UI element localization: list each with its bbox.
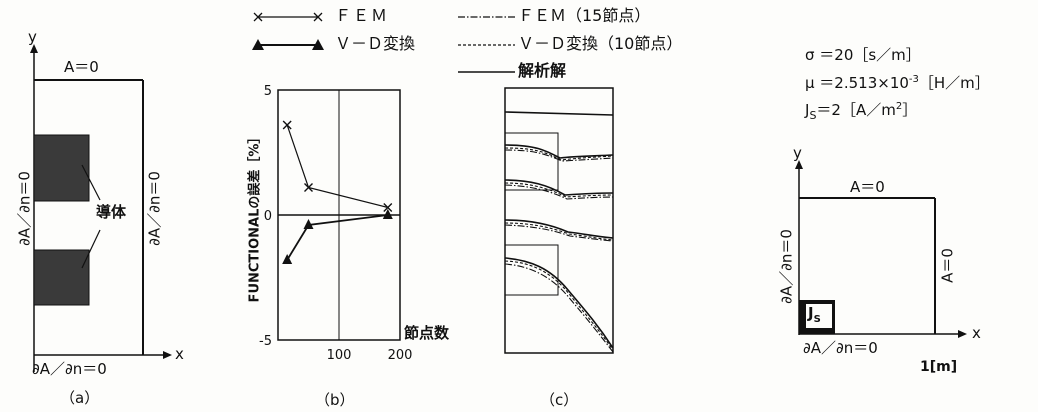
chart-point-vd — [303, 219, 314, 229]
chart-xtick-label: 200 — [388, 348, 413, 363]
param-js-J: J — [805, 101, 810, 119]
panel-c-caption: （c） — [540, 391, 579, 409]
conductor-leader-upper — [81, 164, 101, 201]
panel-d-x-label: x — [972, 324, 981, 342]
legend-vd-triangle-left — [252, 39, 264, 50]
panel-d-length-label: 1[m] — [920, 359, 958, 375]
legend-markers — [252, 12, 515, 73]
panel-a-top-bc: A＝0 — [64, 58, 99, 76]
panel-a-y-label: y — [28, 28, 37, 46]
panel-a-caption: （a） — [60, 389, 100, 407]
panel-a-diagram — [30, 44, 172, 372]
chart-xtick-label: 100 — [327, 348, 352, 363]
conductor-label: 導体 — [96, 203, 127, 221]
param-mu-exp: -3 — [908, 74, 919, 85]
panel-c-analytic-lines — [504, 111, 614, 349]
legend-analytic-label: 解析解 — [518, 61, 567, 80]
panel-a-x-label: x — [175, 345, 184, 363]
panel-d-left-bc: ∂A／∂n＝0 — [777, 229, 796, 304]
legend-vd-triangle-right — [312, 39, 324, 50]
conductor-leader-lower — [81, 229, 101, 269]
panel-a-x-arrowhead — [163, 351, 172, 359]
param-js-exp: 2 — [895, 101, 903, 112]
chart-point-vd — [282, 254, 293, 264]
chart-point-fem — [383, 203, 393, 212]
panel-d-top-bc: A＝0 — [850, 178, 885, 196]
panel-d-x-arrowhead — [958, 330, 967, 338]
panel-c-fem15-lines — [504, 149, 614, 353]
param-js: JS＝2［A／m2］ — [805, 101, 918, 122]
legend-fem-x-marker-right — [313, 12, 323, 22]
panel-a-bottom-bc: ∂A／∂n＝0 — [32, 360, 107, 378]
param-sigma: σ ＝20［s／m］ — [805, 46, 921, 64]
panel-d-source-label-bg — [806, 304, 832, 328]
panel-d-bottom-bc: ∂A／∂n＝0 — [803, 339, 878, 357]
legend-vd10-label: Ｖ－Ｄ変換（10節点） — [518, 34, 683, 53]
legend-fem-x-marker-left — [253, 12, 263, 22]
chart-point-vd — [382, 209, 393, 219]
chart-point-fem — [282, 120, 292, 130]
panel-c-conductor-upper — [504, 132, 559, 191]
legend-vd-label: Ｖ－Ｄ変換 — [335, 34, 416, 53]
conductor-lower — [33, 249, 90, 306]
panel-c-conductor-lower — [504, 244, 559, 296]
panel-b-caption: （b） — [315, 391, 355, 409]
legend-fem15-label: ＦＥＭ（15節点） — [518, 6, 651, 25]
panel-a-y-arrowhead — [30, 44, 38, 53]
chart-ytick-label: 5 — [264, 84, 272, 99]
chart-ytick-label: -5 — [259, 334, 272, 349]
panel-d-right-bc: A＝0 — [938, 248, 957, 283]
param-js-rest: ＝2［A／m — [816, 101, 896, 119]
param-js-close: ］ — [902, 101, 918, 119]
panel-c-vd10-lines — [504, 147, 614, 351]
legend-fem-label: ＦＥＭ — [335, 6, 390, 25]
param-mu: μ ＝2.513×10-3［H／m］ — [805, 75, 990, 91]
chart-ytick-label: 0 — [264, 209, 272, 224]
chart-point-fem — [304, 183, 313, 192]
param-mu-unit: ［H／m］ — [918, 74, 990, 92]
panel-d-source-label: JS — [808, 306, 821, 325]
panel-d-source-sub: S — [813, 314, 821, 325]
panel-d-y-arrowhead — [795, 160, 803, 169]
param-mu-main: μ ＝2.513×10 — [805, 74, 909, 92]
param-js-sub: S — [809, 109, 817, 122]
chart-xlabel: 節点数 — [404, 324, 450, 342]
panel-d-y-label: y — [793, 144, 802, 162]
conductor-upper — [33, 134, 90, 202]
panel-d-source-J: J — [808, 304, 814, 322]
